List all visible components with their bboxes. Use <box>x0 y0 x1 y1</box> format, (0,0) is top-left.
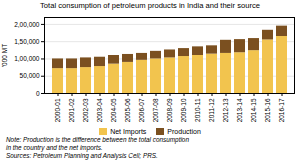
html-text:Production: Production <box>167 128 201 135</box>
svg-text:2002-03: 2002-03 <box>82 98 89 122</box>
svg-text:2013-14: 2013-14 <box>236 98 243 122</box>
html-text:Sources: Petroleum Planning an: Sources: Petroleum Planning and Analysis… <box>6 152 158 159</box>
svg-text:1,50,000: 1,50,000 <box>14 38 40 45</box>
svg-text:2010-11: 2010-11 <box>194 98 201 122</box>
svg-text:2003-04: 2003-04 <box>96 98 103 122</box>
svg-text:2000-01: 2000-01 <box>54 98 61 122</box>
svg-text:2004-05: 2004-05 <box>110 98 117 122</box>
html-text:Total consumption of petroleum: Total consumption of petroleum products … <box>40 1 260 10</box>
html-text:Net Imports: Net Imports <box>110 128 147 135</box>
svg-text:2008-09: 2008-09 <box>166 98 173 122</box>
svg-text:2016-17: 2016-17 <box>278 98 285 122</box>
svg-text:50,000: 50,000 <box>20 72 40 79</box>
html-text:Note: Production is the differ: Note: Production is the difference betwe… <box>6 136 189 143</box>
svg-text:'000 MT: '000 MT <box>1 44 8 67</box>
svg-text:0: 0 <box>36 90 40 97</box>
svg-text:1,00,000: 1,00,000 <box>14 55 40 62</box>
svg-text:2005-06: 2005-06 <box>124 98 131 122</box>
svg-text:2006-07: 2006-07 <box>138 98 145 122</box>
svg-text:2009-10: 2009-10 <box>180 98 187 122</box>
svg-text:2,00,000: 2,00,000 <box>14 20 40 27</box>
html-text:in the country and the net imp: in the country and the net imports. <box>6 144 103 151</box>
svg-text:2007-08: 2007-08 <box>152 98 159 122</box>
svg-text:2015-16: 2015-16 <box>264 98 271 122</box>
svg-text:2014-15: 2014-15 <box>250 98 257 122</box>
svg-text:2012-13: 2012-13 <box>222 98 229 122</box>
svg-text:2001-02: 2001-02 <box>68 98 75 122</box>
svg-text:2011-12: 2011-12 <box>208 98 215 122</box>
